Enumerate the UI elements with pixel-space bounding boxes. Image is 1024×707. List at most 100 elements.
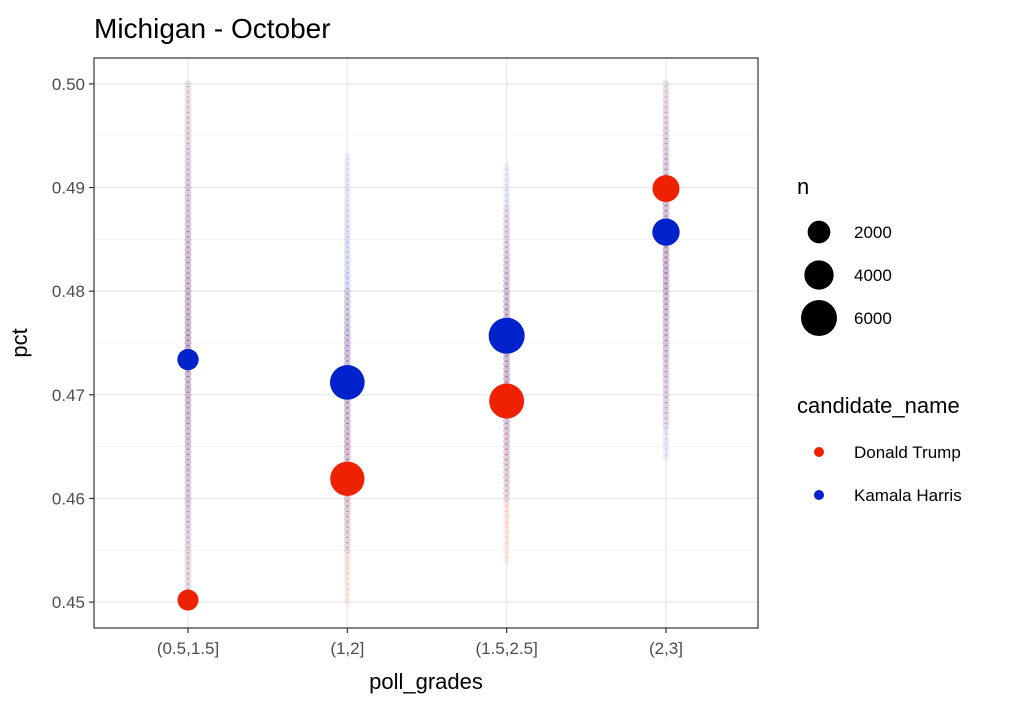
summary-point xyxy=(177,348,199,371)
raw-point xyxy=(184,272,192,280)
raw-point xyxy=(184,386,192,394)
raw-point xyxy=(662,391,670,399)
raw-point xyxy=(662,323,670,331)
raw-point xyxy=(503,557,511,565)
raw-point xyxy=(184,215,192,223)
raw-point xyxy=(503,479,511,487)
raw-point xyxy=(184,479,192,487)
raw-point xyxy=(184,204,192,212)
raw-point xyxy=(184,256,192,264)
raw-point xyxy=(184,152,192,160)
raw-point xyxy=(343,505,351,513)
raw-point xyxy=(503,551,511,559)
raw-point xyxy=(343,432,351,440)
raw-point xyxy=(184,401,192,409)
raw-point xyxy=(503,526,511,534)
raw-point xyxy=(662,412,670,420)
raw-point xyxy=(343,412,351,420)
raw-point xyxy=(503,204,511,212)
raw-point xyxy=(503,489,511,497)
raw-point xyxy=(184,80,192,88)
raw-point xyxy=(184,282,192,290)
raw-point xyxy=(662,380,670,388)
raw-point xyxy=(184,194,192,202)
raw-point xyxy=(662,375,670,383)
raw-point xyxy=(343,209,351,217)
raw-point xyxy=(662,163,670,171)
raw-point xyxy=(184,551,192,559)
raw-point xyxy=(503,355,511,363)
raw-point xyxy=(343,588,351,596)
raw-point xyxy=(343,235,351,243)
raw-point xyxy=(184,90,192,98)
raw-point xyxy=(503,448,511,456)
size-legend-label: 2000 xyxy=(854,223,892,242)
raw-point xyxy=(662,85,670,93)
raw-point xyxy=(662,261,670,269)
raw-point xyxy=(662,272,670,280)
raw-point xyxy=(343,189,351,197)
raw-point xyxy=(184,391,192,399)
raw-point xyxy=(184,241,192,249)
color-legend-label: Kamala Harris xyxy=(854,486,962,505)
raw-point xyxy=(184,215,192,223)
raw-point xyxy=(184,266,192,274)
raw-point xyxy=(662,246,670,254)
raw-point xyxy=(343,256,351,264)
raw-point xyxy=(343,355,351,363)
raw-point xyxy=(662,365,670,373)
raw-point xyxy=(184,412,192,420)
raw-point xyxy=(184,339,192,347)
raw-point xyxy=(662,152,670,160)
raw-point xyxy=(184,453,192,461)
raw-point xyxy=(184,277,192,285)
raw-point xyxy=(503,225,511,233)
raw-point xyxy=(184,173,192,181)
raw-point xyxy=(343,287,351,295)
raw-point xyxy=(662,287,670,295)
raw-point xyxy=(184,458,192,466)
raw-point xyxy=(662,85,670,93)
raw-point xyxy=(503,235,511,243)
raw-point xyxy=(503,489,511,497)
raw-point xyxy=(503,355,511,363)
raw-point xyxy=(503,308,511,316)
raw-point xyxy=(343,598,351,606)
raw-point xyxy=(184,370,192,378)
color-legend-key xyxy=(814,447,824,457)
raw-point xyxy=(184,204,192,212)
raw-point xyxy=(503,277,511,285)
raw-point xyxy=(184,261,192,269)
summary-points xyxy=(177,175,680,611)
raw-point xyxy=(184,546,192,554)
raw-point xyxy=(503,225,511,233)
raw-point xyxy=(343,448,351,456)
raw-point xyxy=(343,536,351,544)
raw-point xyxy=(184,230,192,238)
raw-point xyxy=(503,261,511,269)
raw-point xyxy=(662,90,670,98)
raw-point xyxy=(503,365,511,373)
raw-point xyxy=(343,303,351,311)
raw-point xyxy=(662,246,670,254)
raw-point xyxy=(184,303,192,311)
raw-point xyxy=(343,417,351,425)
raw-point xyxy=(184,500,192,508)
raw-point xyxy=(662,329,670,337)
raw-point xyxy=(343,318,351,326)
raw-point xyxy=(184,313,192,321)
raw-point xyxy=(184,577,192,585)
raw-point xyxy=(343,567,351,575)
raw-point xyxy=(184,116,192,124)
raw-point xyxy=(662,427,670,435)
raw-point xyxy=(662,334,670,342)
raw-point xyxy=(662,256,670,264)
raw-point xyxy=(343,583,351,591)
raw-point xyxy=(184,251,192,259)
raw-point xyxy=(184,406,192,414)
raw-point xyxy=(503,458,511,466)
raw-point xyxy=(503,287,511,295)
y-tick-label: 0.49 xyxy=(52,179,85,198)
raw-point xyxy=(503,178,511,186)
